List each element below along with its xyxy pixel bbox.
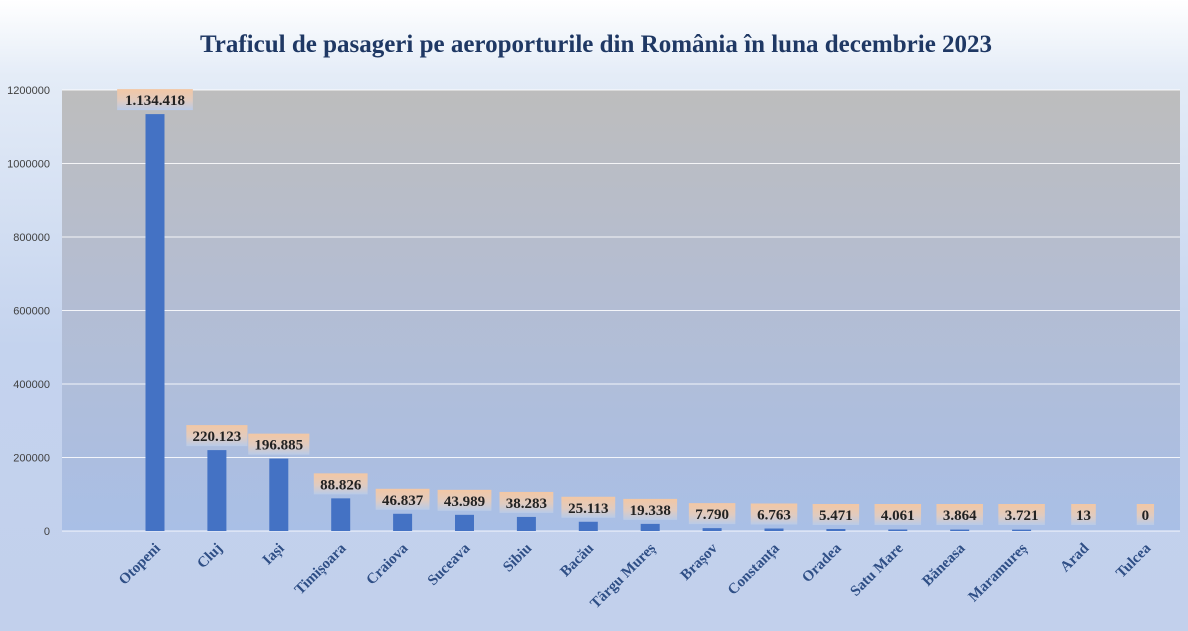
y-tick-label: 600000 — [13, 306, 50, 318]
data-label: 3.864 — [936, 504, 983, 525]
bar — [640, 523, 660, 531]
y-tick-label: 0 — [44, 526, 50, 538]
data-label-text: 1.134.418 — [125, 93, 185, 109]
data-label: 7.790 — [688, 503, 736, 525]
x-tick-label: Satu Mare — [847, 540, 906, 599]
data-label-text: 5.471 — [819, 508, 853, 524]
data-label-box — [437, 489, 492, 511]
y-tick-label: 800000 — [13, 232, 50, 244]
data-label: 25.113 — [561, 496, 616, 518]
y-tick-label: 400000 — [13, 379, 50, 391]
x-tick-label: Bacău — [558, 541, 598, 581]
data-label-text: 3.721 — [1005, 508, 1039, 524]
data-label: 196.885 — [248, 433, 310, 455]
x-tick-label: Timișoara — [292, 540, 350, 598]
bar — [331, 498, 351, 531]
bar — [269, 458, 289, 531]
data-label: 46.837 — [375, 488, 430, 510]
x-tick-label: Constanța — [725, 540, 783, 598]
data-label-box — [375, 488, 430, 510]
data-label-text: 4.061 — [881, 508, 915, 524]
x-tick-label: Maramureș — [966, 540, 1031, 605]
data-labels: 1.134.418 220.123 196.885 88.826 46.837 43.98… — [117, 89, 1155, 525]
bar — [516, 516, 536, 531]
data-label-text: 38.283 — [506, 496, 547, 512]
data-label: 3.721 — [998, 504, 1045, 525]
data-label-text: 220.123 — [193, 429, 242, 445]
x-tick-label: Brașov — [678, 540, 721, 583]
data-label-text: 88.826 — [320, 477, 362, 493]
y-tick-label: 1200000 — [7, 85, 50, 97]
data-label-text: 46.837 — [382, 493, 424, 509]
data-label-box — [499, 491, 554, 513]
chart-title: Traficul de pasageri pe aeroporturile di… — [200, 31, 992, 58]
data-label-box — [688, 503, 736, 525]
data-label-box — [1136, 504, 1155, 525]
data-label: 5.471 — [812, 503, 860, 525]
data-label: 38.283 — [499, 491, 554, 513]
data-label-text: 19.338 — [630, 503, 671, 519]
x-tick-label: Tulcea — [1113, 540, 1154, 581]
bar — [578, 521, 598, 531]
bar — [950, 529, 970, 531]
data-label-text: 13 — [1076, 508, 1091, 524]
data-label-text: 3.864 — [943, 508, 977, 524]
bar — [393, 513, 413, 531]
data-label-text: 0 — [1142, 508, 1150, 524]
data-label: 1.134.418 — [117, 89, 193, 111]
data-label: 19.338 — [623, 498, 678, 520]
x-tick-label: Arad — [1057, 540, 1092, 575]
bar — [207, 450, 227, 531]
bar — [702, 528, 722, 531]
data-label-text: 7.790 — [695, 507, 729, 523]
data-label: 220.123 — [186, 425, 248, 447]
data-label: 88.826 — [313, 473, 368, 495]
bar — [764, 528, 784, 531]
data-label-text: 43.989 — [444, 494, 485, 510]
bars — [145, 114, 1093, 532]
x-tick-label: Cluj — [194, 541, 225, 572]
x-tick-label: Băneasa — [919, 540, 968, 589]
data-label-text: 6.763 — [757, 508, 791, 524]
x-tick-label: Otopeni — [116, 541, 164, 589]
data-label-box — [998, 504, 1045, 525]
bar — [455, 514, 474, 531]
x-tick-label: Oradea — [799, 540, 845, 586]
data-label-box — [1071, 504, 1096, 525]
data-label: 13 — [1071, 504, 1096, 525]
y-tick-label: 200000 — [13, 453, 50, 465]
x-tick-label: Iași — [260, 541, 288, 569]
data-label-box — [874, 504, 922, 525]
data-label: 0 — [1136, 504, 1155, 525]
bar — [1012, 529, 1032, 531]
data-label-box — [750, 503, 798, 525]
gridlines — [62, 89, 1180, 532]
data-label-box — [812, 503, 860, 525]
bar — [145, 114, 165, 532]
data-label-text: 25.113 — [568, 501, 608, 517]
data-label: 43.989 — [437, 489, 492, 511]
bar — [826, 528, 846, 531]
data-label-box — [117, 89, 193, 111]
x-tick-label: Sibiu — [500, 541, 535, 576]
data-label-box — [248, 433, 310, 455]
data-label-box — [936, 504, 983, 525]
data-label-text: 196.885 — [254, 438, 303, 454]
data-label-box — [561, 496, 616, 518]
data-label-box — [623, 498, 678, 520]
bar — [888, 529, 908, 531]
x-tick-label: Târgu Mureș — [588, 540, 660, 612]
data-label-box — [186, 425, 248, 447]
y-tick-label: 1000000 — [7, 159, 50, 171]
x-axis: Otopeni Cluj Iași Timișoara Craiova Suceava Si… — [116, 540, 1155, 612]
x-tick-label: Suceava — [425, 540, 474, 589]
data-label: 6.763 — [750, 503, 798, 525]
y-axis: 0 200000 400000 600000 800000 1000000 1200000 — [7, 85, 50, 538]
data-label: 4.061 — [874, 504, 922, 525]
data-label-box — [313, 473, 368, 495]
x-tick-label: Craiova — [364, 540, 412, 588]
